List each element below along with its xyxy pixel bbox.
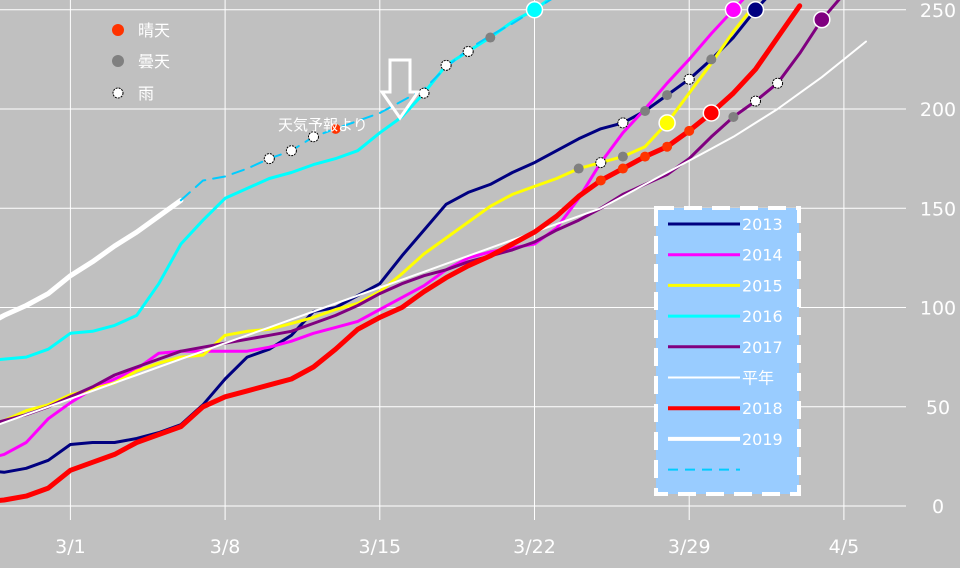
weather-marker-cloud (706, 54, 717, 65)
weather-marker-cloud (662, 90, 673, 101)
weather-marker-cloud (617, 151, 628, 162)
weather-marker-sun (662, 141, 673, 152)
weather-marker-rain (285, 145, 297, 157)
weather-marker-rain (308, 131, 319, 143)
weather-marker-rain (462, 45, 474, 57)
series-line-2017 (0, 0, 841, 424)
series-legend: 2013 2014 2015 2016 2017 平年 2018 2019 (654, 206, 801, 496)
y-tick-label: 200 (920, 99, 956, 121)
legend-cloudy: 曇天 (138, 52, 170, 71)
weather-marker-cloud (485, 32, 496, 43)
x-tick-label: 3/15 (358, 536, 401, 558)
weather-marker-cloud (573, 163, 584, 174)
series-endpoint-marker (724, 1, 743, 19)
series-endpoint-marker (702, 104, 721, 122)
series-line-2016 (0, 0, 551, 361)
cloudy-marker-icon (112, 55, 124, 67)
x-tick-label: 4/5 (829, 536, 860, 558)
series-endpoint-marker (813, 10, 831, 29)
weather-marker-rain (617, 117, 629, 129)
x-tick-label: 3/8 (210, 536, 241, 558)
legend-rain: 雨 (138, 84, 154, 103)
series-line-forecast (179, 0, 552, 202)
x-tick-label: 3/1 (55, 536, 86, 558)
legend-label: 2015 (742, 276, 783, 295)
axis-tick-labels: 3/1 3/8 3/15 3/22 3/29 4/5 0 50 100 150 200 250 (55, 0, 956, 558)
y-tick-label: 150 (920, 198, 956, 220)
weather-marker-rain (263, 153, 275, 165)
weather-marker-rain (772, 77, 784, 89)
series-line-2015 (0, 2, 757, 424)
weather-marker-sun (617, 163, 628, 174)
legend-label: 2018 (742, 399, 783, 418)
x-tick-label: 3/22 (513, 536, 556, 558)
weather-marker-rain (750, 95, 761, 107)
y-tick-label: 50 (926, 397, 950, 419)
legend-label: 2013 (742, 215, 783, 234)
legend-label: 2017 (742, 338, 783, 357)
weather-marker-sun (640, 151, 650, 162)
down-arrow-icon (379, 58, 421, 121)
weather-marker-sun (684, 125, 695, 136)
weather-markers (263, 1, 831, 186)
series-line-平年 (0, 40, 867, 426)
weather-marker-rain (595, 157, 607, 169)
weather-marker-cloud (728, 111, 739, 122)
legend-label: 平年 (742, 369, 774, 388)
weather-marker-rain (440, 59, 452, 71)
weather-marker-rain (683, 73, 695, 85)
legend-label: 2016 (742, 307, 783, 326)
y-tick-label: 250 (920, 0, 956, 22)
y-tick-label: 0 (932, 496, 944, 518)
y-tick-label: 100 (920, 298, 956, 320)
weather-marker-sun (330, 123, 341, 134)
series-line-2014 (0, 0, 745, 458)
weather-marker-sun (595, 175, 606, 186)
legend-label: 2014 (742, 246, 783, 265)
legend-label: 2019 (742, 430, 783, 449)
weather-marker-rain (418, 87, 430, 99)
rain-marker-icon (112, 87, 124, 99)
weather-marker-cloud (640, 105, 650, 116)
forecast-annotation: 天気予報より (278, 58, 421, 134)
series-line-2019 (0, 197, 184, 321)
x-tick-label: 3/29 (668, 536, 711, 558)
series-endpoint-marker (746, 1, 765, 19)
forecast-label: 天気予報より (278, 116, 368, 134)
series-endpoint-marker (525, 1, 544, 19)
series-endpoint-marker (658, 114, 676, 132)
legend-sunny: 晴天 (138, 21, 170, 40)
sunny-marker-icon (112, 24, 124, 36)
weather-legend: 晴天 曇天 雨 (112, 21, 170, 103)
